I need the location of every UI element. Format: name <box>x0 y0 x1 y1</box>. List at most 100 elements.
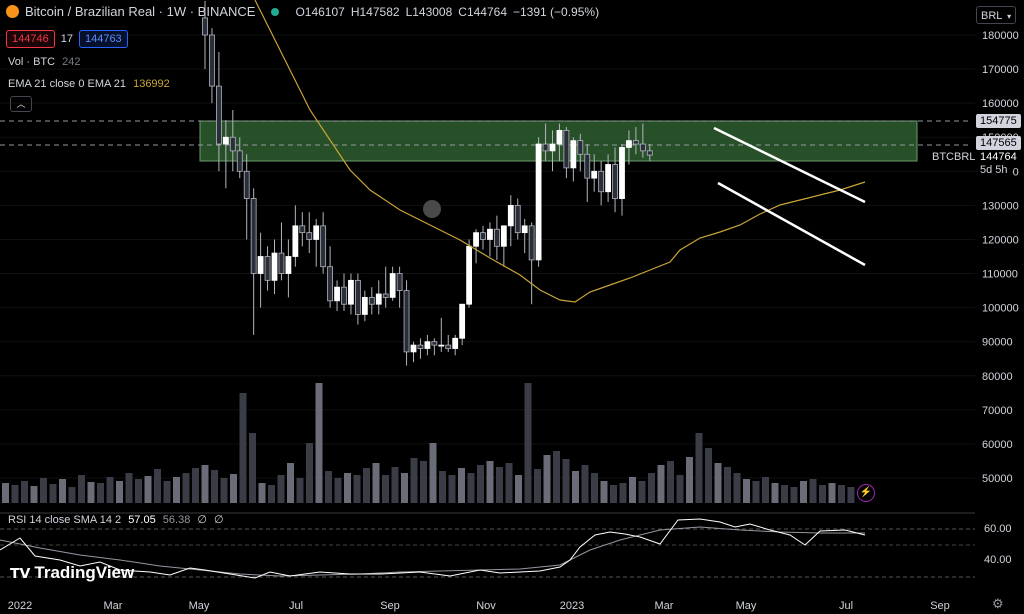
rsi-tick-40: 40.00 <box>984 554 1012 566</box>
candle-body <box>591 170 598 179</box>
volume-bar <box>258 483 266 503</box>
volume-bar <box>524 383 532 503</box>
volume-legend[interactable]: Vol · BTC 242 <box>8 56 81 68</box>
volume-bar <box>638 481 646 503</box>
candle-body <box>417 344 424 349</box>
volume-bar <box>344 473 351 503</box>
candle-body <box>354 279 361 315</box>
volume-bar <box>372 463 380 503</box>
volume-bar <box>353 475 361 503</box>
ohlc-high: H147582 <box>350 4 400 19</box>
rsi-extra1: ∅ <box>197 514 207 526</box>
candle-body <box>459 303 466 339</box>
volume-bar <box>809 479 817 503</box>
volume-bar <box>30 486 38 503</box>
symbol-title[interactable]: Bitcoin / Brazilian Real · 1W · BINANCE <box>25 4 256 19</box>
price-tick-label: 60000 <box>982 439 1013 451</box>
volume-bar <box>363 468 370 503</box>
volume-bar <box>496 467 503 503</box>
collapse-legend-button[interactable]: ︿ <box>10 96 32 112</box>
candle-body <box>341 286 347 305</box>
volume-bar <box>458 468 465 503</box>
currency-select[interactable]: BRL ▾ <box>976 6 1016 24</box>
rsi-legend[interactable]: RSI 14 close SMA 14 2 57.05 56.38 ∅ ∅ <box>8 513 224 526</box>
volume-bar <box>382 475 389 503</box>
candle-body <box>368 296 375 305</box>
volume-bar <box>420 461 427 503</box>
ema-legend[interactable]: EMA 21 close 0 EMA 21 136992 <box>8 78 170 90</box>
volume-bar <box>135 479 142 503</box>
volume-bar <box>391 467 399 503</box>
price-tick-label: 160000 <box>982 98 1019 110</box>
time-tick-label: 2023 <box>560 600 584 612</box>
price-tag-mid: 147565 <box>976 136 1021 150</box>
candle-body <box>403 290 410 353</box>
tradingview-logo[interactable]: 𝗧𝗩 TradingView <box>10 563 134 583</box>
price-tick-label: 130000 <box>982 200 1019 212</box>
candle-body <box>250 198 257 274</box>
volume-bar <box>562 459 570 503</box>
settings-icon[interactable]: ⚙ <box>992 596 1004 611</box>
candle-body <box>348 279 354 305</box>
volume-bar <box>790 487 798 503</box>
symbol-tag: BTCBRL <box>928 150 980 164</box>
price-tick-label: 90000 <box>982 337 1013 349</box>
volume-bar <box>201 465 209 503</box>
ohlc-change: −1391 (−0.95%) <box>513 4 600 19</box>
countdown-tag: 5d 5h <box>976 163 1012 177</box>
candle-body <box>209 34 215 87</box>
candle-body <box>521 225 528 234</box>
candle-body <box>473 232 479 247</box>
candle-body <box>334 286 340 302</box>
price-tick-label: 180000 <box>982 30 1019 42</box>
volume-bar <box>515 475 522 503</box>
volume-bar <box>401 473 408 503</box>
volume-bar <box>116 481 123 503</box>
candle-body <box>598 170 605 193</box>
volume-bar <box>78 475 85 503</box>
volume-bar <box>724 467 731 503</box>
rsi-line <box>0 518 866 579</box>
volume-bar <box>733 473 741 503</box>
volume-bar <box>629 477 636 503</box>
symbol-header[interactable]: Bitcoin / Brazilian Real · 1W · BINANCE … <box>6 4 599 19</box>
candle-body <box>633 140 639 145</box>
cursor-dot <box>423 200 441 218</box>
volume-bar <box>182 473 190 503</box>
candle-body <box>493 228 500 247</box>
candle-body <box>528 225 535 261</box>
ema-line <box>254 0 866 303</box>
candle-body <box>285 256 292 274</box>
candle-body <box>500 225 507 247</box>
candle-body <box>306 232 313 240</box>
volume-label: Vol · BTC <box>8 56 56 68</box>
volume-bar <box>277 475 285 503</box>
volume-bar <box>467 473 475 503</box>
volume-bar <box>534 469 541 503</box>
time-tick-label: Sep <box>380 600 400 612</box>
candle-body <box>215 85 222 145</box>
time-axis: 2022 Mar May Jul Sep Nov 2023 Mar May Jul Sep <box>8 600 950 612</box>
volume-bar <box>410 458 418 503</box>
rsi-sma-value: 56.38 <box>162 514 191 526</box>
volume-bar <box>847 487 855 503</box>
bid-ask-row: 144746 17 144763 <box>6 30 128 48</box>
volume-value: 242 <box>62 56 81 68</box>
volume-bar <box>752 481 760 503</box>
candles <box>202 0 653 366</box>
volume-bar <box>154 469 161 503</box>
volume-bar <box>553 451 560 503</box>
volume-bars <box>2 383 855 503</box>
bid-button[interactable]: 144746 <box>6 30 55 48</box>
volume-bar <box>325 471 332 503</box>
volume-bar <box>49 484 57 503</box>
volume-bar <box>572 471 579 503</box>
volume-bar <box>68 487 76 503</box>
lightning-icon[interactable]: ⚡ <box>857 484 875 502</box>
price-tick-label: 100000 <box>982 303 1019 315</box>
candle-body <box>487 228 493 240</box>
time-tick-label: 2022 <box>8 600 32 612</box>
volume-bar <box>249 433 256 503</box>
ask-button[interactable]: 144763 <box>78 30 128 48</box>
